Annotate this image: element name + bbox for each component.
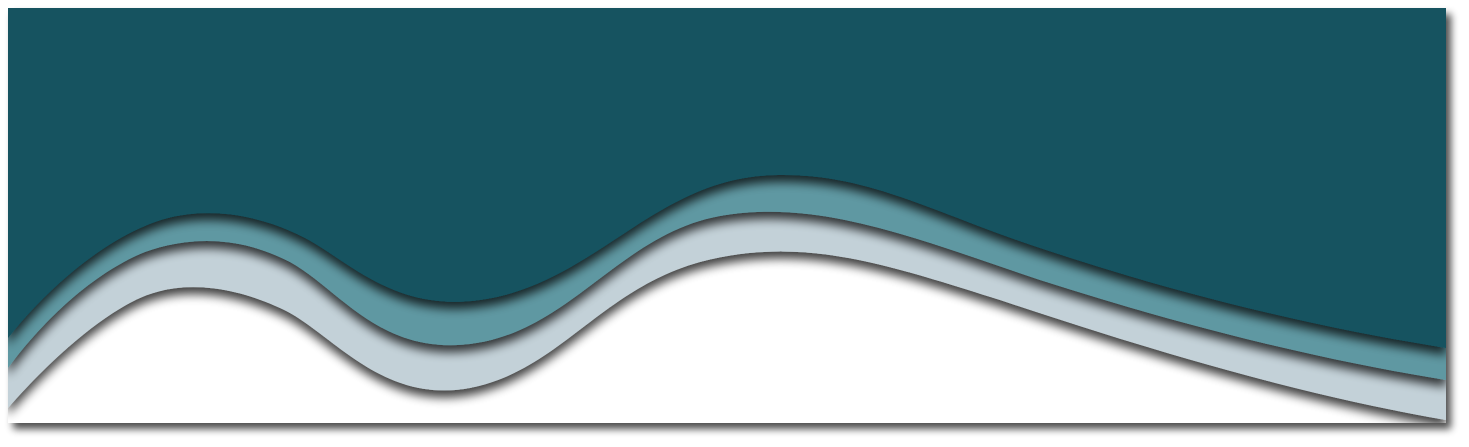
dark-wave xyxy=(8,8,1446,348)
